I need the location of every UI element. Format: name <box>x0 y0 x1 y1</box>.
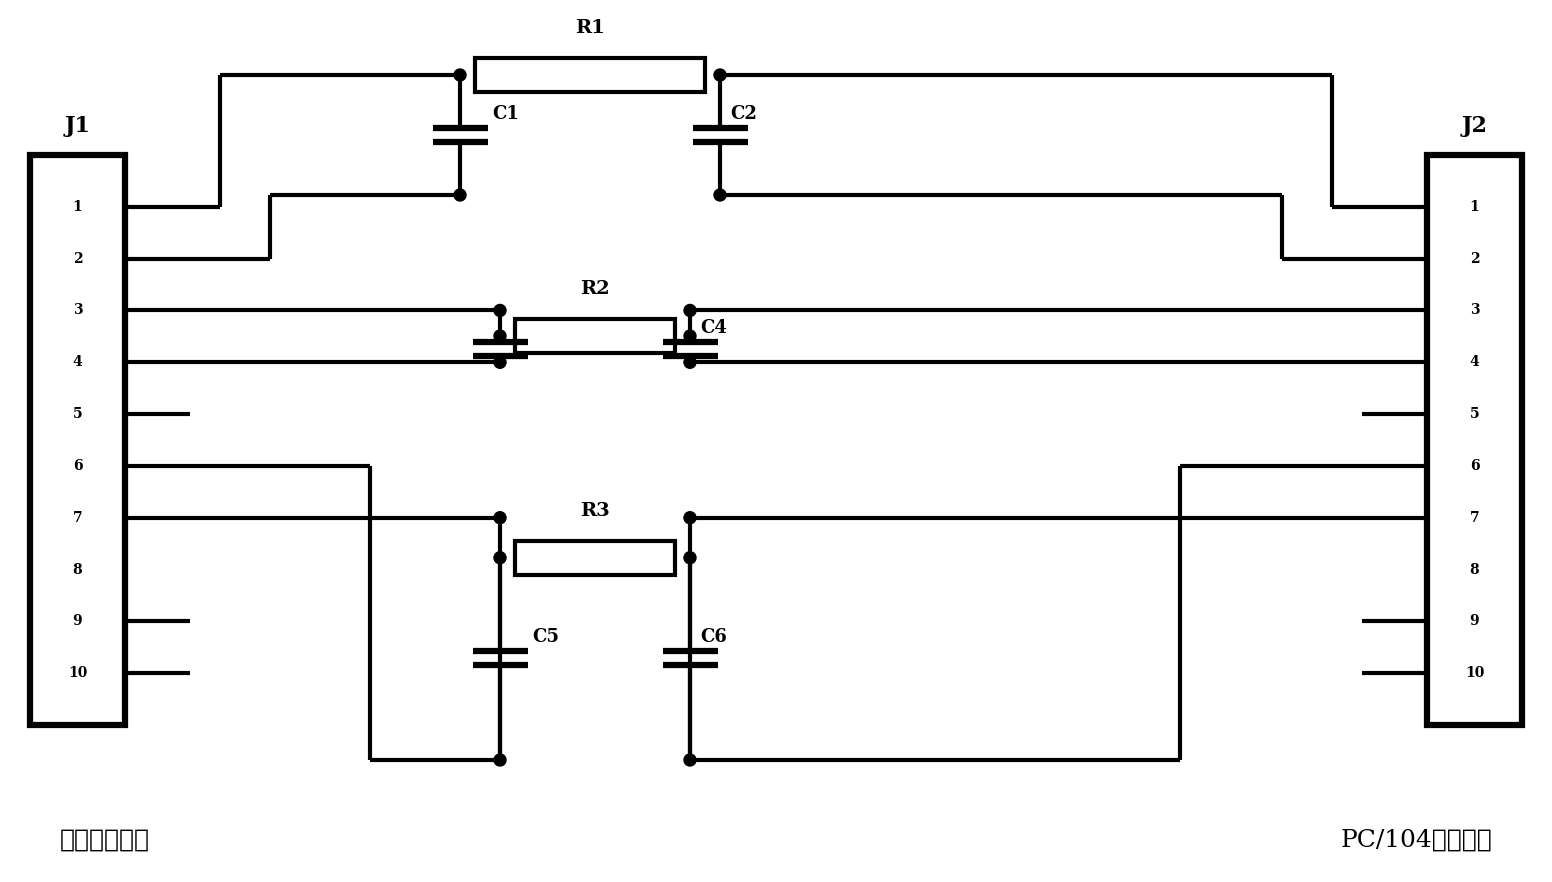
Text: 8: 8 <box>1470 563 1479 577</box>
Circle shape <box>684 330 695 342</box>
Text: 2: 2 <box>1470 251 1479 265</box>
Text: 10: 10 <box>1465 666 1484 680</box>
Text: 4: 4 <box>1470 355 1479 370</box>
Text: 信号输入端口: 信号输入端口 <box>61 828 151 851</box>
Circle shape <box>714 189 726 201</box>
Text: C1: C1 <box>492 105 518 123</box>
Text: C2: C2 <box>729 105 757 123</box>
Text: J2: J2 <box>1462 115 1487 137</box>
Bar <box>475 58 705 92</box>
Text: 3: 3 <box>73 303 82 318</box>
Text: 3: 3 <box>1470 303 1479 318</box>
Circle shape <box>714 69 726 81</box>
Text: C3: C3 <box>532 319 559 337</box>
Circle shape <box>494 552 506 564</box>
Text: 6: 6 <box>73 459 82 473</box>
Bar <box>1426 155 1523 725</box>
Text: 7: 7 <box>1470 511 1479 525</box>
Text: J1: J1 <box>65 115 90 137</box>
Text: 6: 6 <box>1470 459 1479 473</box>
Circle shape <box>494 304 506 317</box>
Text: C6: C6 <box>700 628 726 646</box>
Text: 1: 1 <box>73 200 82 213</box>
Text: 7: 7 <box>73 511 82 525</box>
Circle shape <box>494 330 506 342</box>
Text: C4: C4 <box>700 319 726 337</box>
Circle shape <box>455 69 466 81</box>
Text: R3: R3 <box>580 502 610 519</box>
Text: 4: 4 <box>73 355 82 370</box>
Circle shape <box>684 754 695 766</box>
Circle shape <box>494 512 506 524</box>
Circle shape <box>455 189 466 201</box>
Text: 10: 10 <box>68 666 87 680</box>
Text: R2: R2 <box>580 280 610 298</box>
Circle shape <box>684 512 695 524</box>
Circle shape <box>494 356 506 369</box>
Text: R1: R1 <box>576 19 605 37</box>
Text: 5: 5 <box>1470 407 1479 421</box>
Text: 1: 1 <box>1470 200 1479 213</box>
Text: 2: 2 <box>73 251 82 265</box>
Text: 9: 9 <box>73 615 82 628</box>
Text: 8: 8 <box>73 563 82 577</box>
Bar <box>29 155 126 725</box>
Text: 9: 9 <box>1470 615 1479 628</box>
Text: 5: 5 <box>73 407 82 421</box>
Circle shape <box>684 356 695 369</box>
Text: PC/104总线接口: PC/104总线接口 <box>1341 828 1491 851</box>
Bar <box>515 319 675 353</box>
Circle shape <box>494 754 506 766</box>
Text: C5: C5 <box>532 628 559 646</box>
Circle shape <box>684 304 695 317</box>
Circle shape <box>684 552 695 564</box>
Bar <box>515 541 675 575</box>
